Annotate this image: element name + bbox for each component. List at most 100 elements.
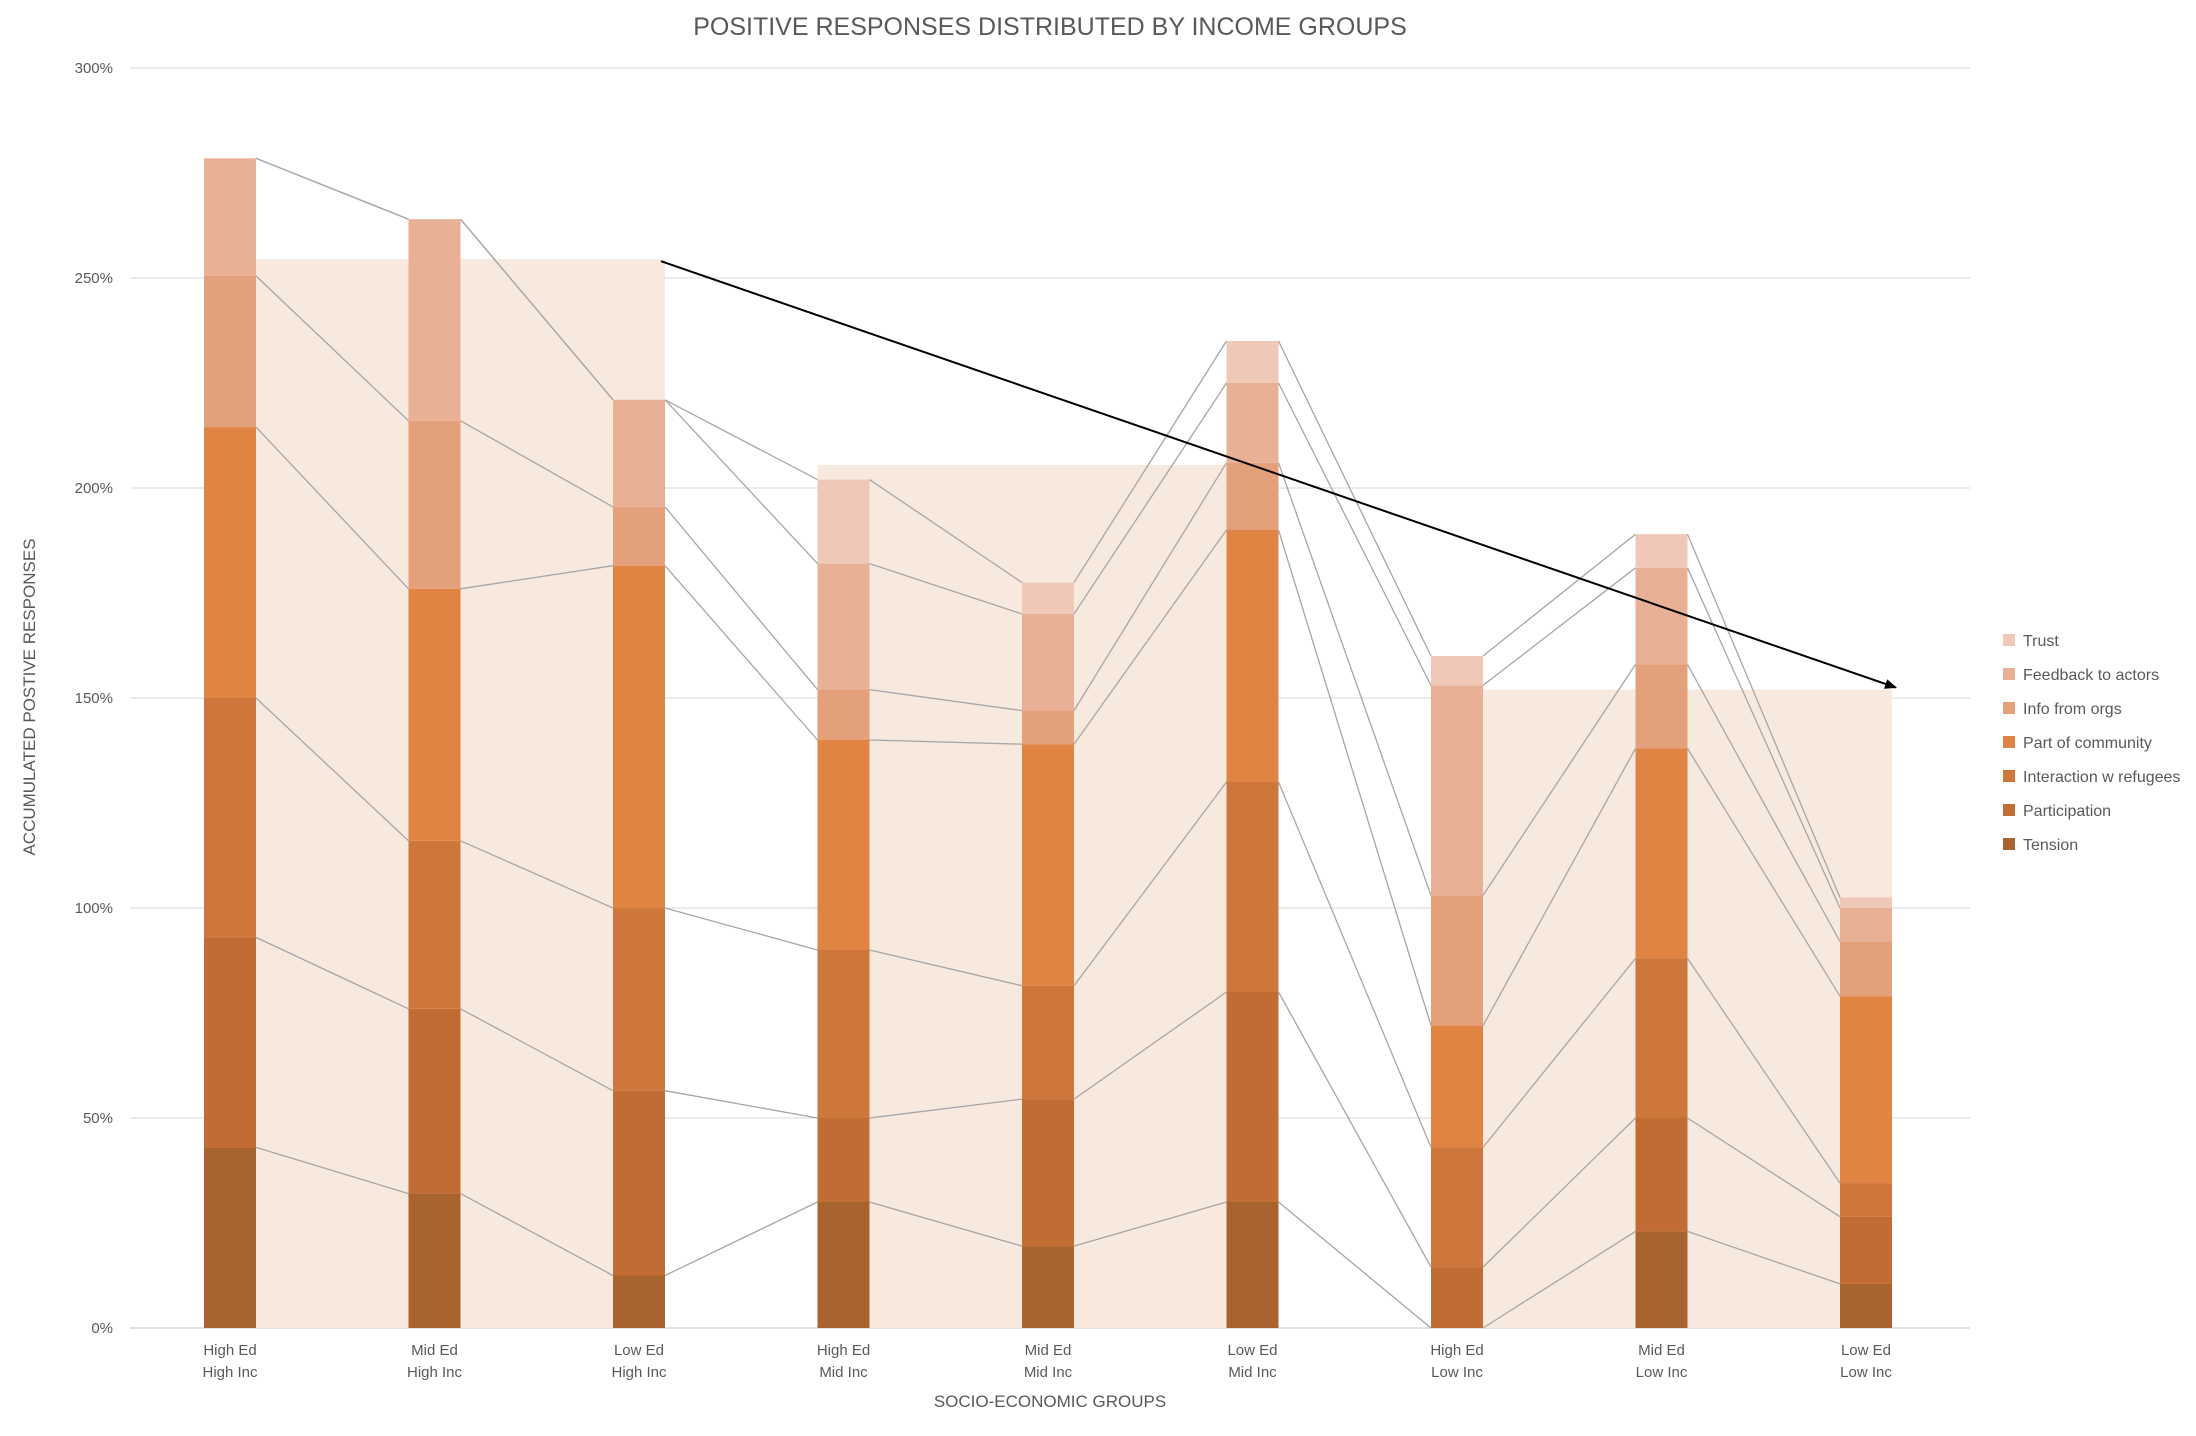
bar-segment xyxy=(613,399,665,507)
bar-segment xyxy=(613,565,665,908)
bar-segment xyxy=(1635,664,1688,749)
bar-segment xyxy=(817,689,870,740)
bar-segment xyxy=(1226,1202,1279,1328)
bar-segment xyxy=(1226,992,1279,1202)
connector-line xyxy=(460,1008,614,1092)
bar-segment xyxy=(408,219,461,421)
y-tick-label: 200% xyxy=(75,480,113,497)
x-tick-label: High Ed High Inc xyxy=(202,1342,258,1381)
connector-line xyxy=(664,565,818,741)
bar-segment xyxy=(817,1202,870,1328)
x-tick-label: Low Ed Low Inc xyxy=(1840,1342,1892,1381)
connector-line xyxy=(869,739,1023,745)
connector-line xyxy=(869,479,1023,584)
connector-line xyxy=(460,1193,614,1277)
connector-line xyxy=(1686,958,1841,1184)
bar-segment xyxy=(1022,1246,1074,1328)
bar-segment xyxy=(817,479,870,564)
connector-line xyxy=(1277,529,1432,1026)
connector-line xyxy=(255,157,409,220)
connector-line xyxy=(664,399,818,481)
bar-segment xyxy=(408,1193,461,1328)
bar-segment xyxy=(1431,685,1483,896)
connector-line xyxy=(1482,664,1637,896)
x-tick-label: Low Ed High Inc xyxy=(611,1342,667,1381)
bar-segment xyxy=(1226,341,1279,383)
bar-segment xyxy=(1840,1216,1892,1284)
x-tick-label: Mid Ed Low Inc xyxy=(1636,1342,1688,1381)
y-tick-label: 150% xyxy=(75,690,113,707)
connector-line xyxy=(869,949,1023,987)
bar-segment xyxy=(1226,462,1279,530)
legend-label: Part of community xyxy=(2023,735,2152,752)
bar-segment xyxy=(408,840,461,1009)
legend-swatch xyxy=(2003,804,2015,816)
connector-line xyxy=(1686,748,1841,997)
bar-segment xyxy=(1840,1283,1892,1328)
y-tick-label: 50% xyxy=(83,1110,113,1127)
y-tick-label: 300% xyxy=(75,60,113,77)
connector-line xyxy=(1073,382,1228,615)
bar-segment xyxy=(1022,1099,1074,1247)
legend-label: Info from orgs xyxy=(2023,701,2122,718)
x-tick-label: Mid Ed High Inc xyxy=(407,1342,463,1381)
bar-segment xyxy=(1431,656,1483,686)
connector-line xyxy=(1687,1117,1841,1218)
bar-segment xyxy=(817,563,870,690)
connector-line xyxy=(664,399,818,565)
bar-segment xyxy=(613,1275,665,1328)
connector-line xyxy=(1278,1201,1432,1329)
bar-segment xyxy=(1431,1147,1483,1268)
bars xyxy=(204,158,1892,1328)
legend: Trust Feedback to actors Info from orgs Par… xyxy=(2003,633,2180,854)
connector-line xyxy=(1073,529,1228,745)
connector-line xyxy=(1686,664,1841,942)
connector-line xyxy=(1482,533,1636,657)
bar-segment xyxy=(204,1147,256,1328)
connector-line xyxy=(1277,462,1432,896)
connector-line xyxy=(1073,1201,1227,1247)
connector-line xyxy=(255,275,409,422)
connector-line xyxy=(255,1146,409,1195)
connector-line xyxy=(664,1201,818,1277)
connector-line xyxy=(460,565,614,590)
bar-segment xyxy=(408,1008,461,1194)
connector-line xyxy=(1482,748,1637,1026)
connector-line xyxy=(460,840,614,909)
bar-segment xyxy=(1022,985,1074,1100)
bar-segment xyxy=(613,908,665,1091)
connector-line xyxy=(1277,382,1432,686)
connector-line xyxy=(869,1098,1023,1119)
bar-segment xyxy=(817,740,870,950)
connector-line xyxy=(460,420,614,508)
connector-line xyxy=(1277,991,1432,1268)
connector-line xyxy=(869,562,1023,615)
bar-segment xyxy=(1840,996,1892,1184)
x-tick-label: Low Ed Mid Inc xyxy=(1227,1342,1277,1381)
bar-segment xyxy=(1022,710,1074,745)
connector-line xyxy=(255,426,409,590)
bar-segment xyxy=(1226,383,1279,463)
bar-segment xyxy=(1635,1118,1688,1232)
bar-segment xyxy=(1635,567,1688,665)
bar-segment xyxy=(408,420,461,589)
connector-line xyxy=(1073,462,1228,711)
connector-line xyxy=(664,907,818,951)
bar-segment xyxy=(817,1118,870,1202)
bar-segment xyxy=(408,588,461,841)
bar-segment xyxy=(1840,908,1892,942)
y-tick-label: 100% xyxy=(75,900,113,917)
connector-line xyxy=(1073,340,1228,583)
connector-line xyxy=(1277,781,1432,1148)
x-axis-ticks: High Ed High Inc Mid Ed High Inc Low Ed High … xyxy=(202,1342,1892,1381)
bar-segment xyxy=(1431,895,1483,1026)
bar-segment xyxy=(1635,1231,1688,1328)
x-axis-title: SOCIO-ECONOMIC GROUPS xyxy=(934,1392,1166,1411)
legend-label: Feedback to actors xyxy=(2023,667,2159,684)
legend-swatch xyxy=(2003,838,2015,850)
y-axis-ticks: 0% 50% 100% 150% 200% 250% 300% xyxy=(75,60,113,1337)
connector-line xyxy=(869,1201,1023,1247)
legend-swatch xyxy=(2003,634,2015,646)
legend-swatch xyxy=(2003,702,2015,714)
